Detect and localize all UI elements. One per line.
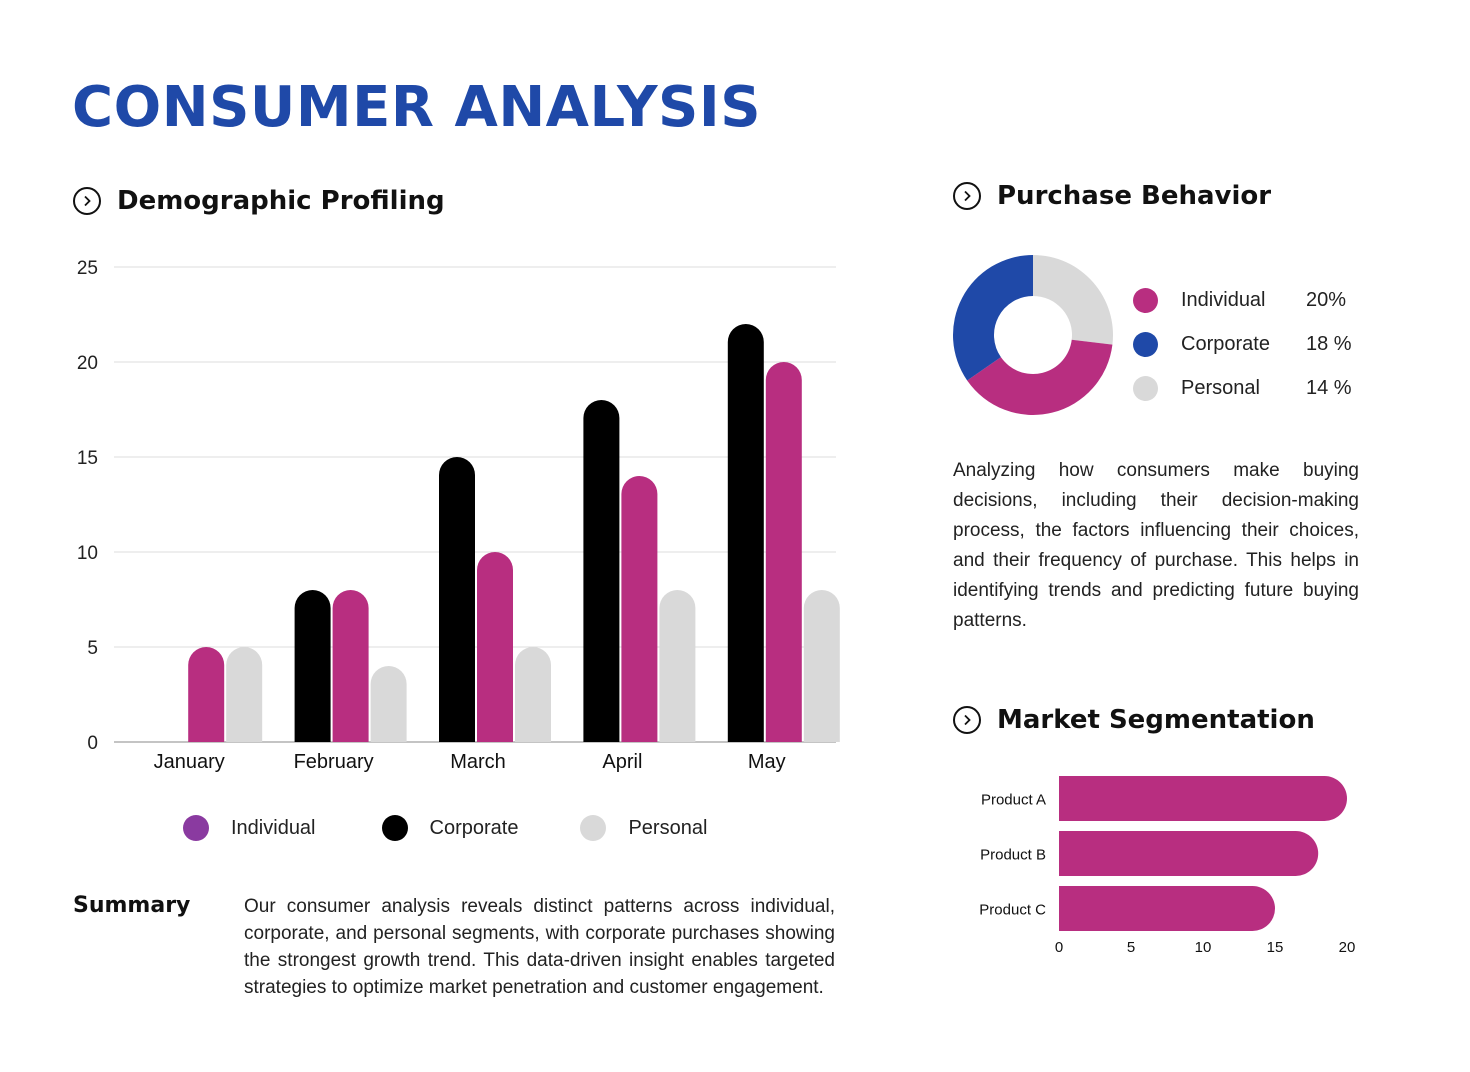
donut-value-personal: 14 % bbox=[1306, 376, 1352, 399]
y-tick-label: 10 bbox=[77, 543, 98, 564]
market-segmentation-bar-chart: Product A Product B Product C 0 5 10 15 20 bbox=[979, 776, 1356, 956]
legend-swatch-personal bbox=[580, 815, 607, 841]
donut-swatch-individual bbox=[1133, 287, 1158, 313]
donut-slice-individual bbox=[967, 339, 1113, 415]
donut-swatch-corporate bbox=[1133, 331, 1158, 357]
category-label: Product C bbox=[979, 902, 1046, 919]
x-tick-label: January bbox=[154, 751, 225, 773]
bar-individual bbox=[477, 552, 513, 742]
donut-label-individual: Individual bbox=[1181, 288, 1266, 311]
y-tick-label: 20 bbox=[77, 353, 98, 374]
donut-legend: Individual 20% Corporate 18 % Personal 1… bbox=[1133, 278, 1352, 410]
category-labels: Product A Product B Product C bbox=[979, 792, 1046, 919]
donut-legend-row-corporate: Corporate 18 % bbox=[1133, 322, 1352, 366]
demographic-section-title: Demographic Profiling bbox=[117, 186, 445, 216]
segmentation-section-header: Market Segmentation bbox=[953, 705, 1315, 735]
donut-slice-corporate bbox=[953, 255, 1033, 381]
x-tick-label: 15 bbox=[1267, 939, 1284, 956]
bar-personal bbox=[659, 590, 696, 742]
donut-value-individual: 20% bbox=[1306, 288, 1347, 311]
x-tick-label: March bbox=[450, 751, 506, 773]
bar-corporate bbox=[727, 324, 764, 742]
x-tick-label: February bbox=[294, 751, 374, 773]
purchase-section-title: Purchase Behavior bbox=[997, 181, 1272, 211]
x-tick-label: 0 bbox=[1055, 939, 1063, 956]
x-tick-label: April bbox=[602, 751, 642, 773]
bar-individual bbox=[188, 647, 225, 742]
x-tick-labels: January February March April May bbox=[154, 751, 786, 773]
bar-corporate bbox=[294, 590, 331, 742]
hbars bbox=[1059, 776, 1347, 931]
donut-legend-row-individual: Individual 20% bbox=[1133, 278, 1352, 322]
bar-corporate bbox=[583, 400, 620, 742]
donut-label-personal: Personal bbox=[1181, 376, 1260, 399]
summary-text: Our consumer analysis reveals distinct p… bbox=[244, 896, 835, 998]
chevron-circle-icon bbox=[73, 187, 101, 215]
donut-slice-personal bbox=[1033, 255, 1113, 345]
donut-label-corporate: Corporate bbox=[1181, 332, 1270, 355]
legend-item-personal: Personal bbox=[580, 815, 707, 841]
donut-value-corporate: 18 % bbox=[1306, 332, 1352, 355]
purchase-section-header: Purchase Behavior bbox=[953, 181, 1271, 211]
y-tick-label: 15 bbox=[77, 448, 98, 469]
legend-label-individual: Individual bbox=[231, 816, 316, 839]
y-tick-label: 0 bbox=[87, 733, 98, 754]
chevron-circle-icon bbox=[953, 182, 981, 210]
legend-swatch-corporate bbox=[381, 815, 408, 841]
x-tick-label: 5 bbox=[1127, 939, 1135, 956]
legend-item-individual: Individual bbox=[183, 815, 316, 841]
bar-personal bbox=[515, 647, 551, 742]
donut-legend-row-personal: Personal 14 % bbox=[1133, 366, 1352, 410]
legend-item-corporate: Corporate bbox=[381, 815, 519, 841]
bar-individual bbox=[332, 590, 369, 742]
legend-label-personal: Personal bbox=[628, 816, 708, 839]
page-title: CONSUMER ANALYSIS bbox=[72, 75, 762, 140]
x-tick-label: 20 bbox=[1339, 939, 1356, 956]
hbar-product-b bbox=[1059, 831, 1319, 876]
hbar-product-a bbox=[1059, 776, 1347, 821]
x-tick-label: 10 bbox=[1195, 939, 1212, 956]
y-tick-label: 25 bbox=[77, 258, 98, 279]
bar-individual bbox=[621, 476, 658, 742]
segmentation-section-title: Market Segmentation bbox=[997, 705, 1315, 735]
summary-label: Summary bbox=[73, 893, 191, 918]
demographic-bar-chart: 0 5 10 15 20 25 January February March April May bbox=[77, 258, 840, 773]
donut-swatch-personal bbox=[1133, 375, 1158, 401]
bar-individual bbox=[765, 362, 802, 742]
legend-swatch-individual bbox=[183, 815, 209, 841]
chevron-circle-icon bbox=[953, 706, 981, 734]
bar-corporate bbox=[439, 457, 475, 742]
x-tick-label: May bbox=[748, 751, 786, 773]
bar-chart-legend: Individual Corporate Personal bbox=[183, 815, 707, 841]
purchase-donut-chart bbox=[953, 255, 1113, 415]
bar-personal bbox=[226, 647, 263, 742]
bar-personal bbox=[370, 666, 407, 742]
category-label: Product B bbox=[980, 847, 1046, 864]
purchase-behavior-description: Analyzing how consumers make buying deci… bbox=[953, 460, 1359, 631]
bars bbox=[188, 324, 840, 742]
x-tick-labels: 0 5 10 15 20 bbox=[1055, 939, 1356, 956]
y-tick-label: 5 bbox=[87, 638, 98, 659]
legend-label-corporate: Corporate bbox=[429, 816, 519, 839]
hbar-product-c bbox=[1059, 886, 1275, 931]
y-tick-labels: 0 5 10 15 20 25 bbox=[77, 258, 98, 754]
bar-personal bbox=[803, 590, 840, 742]
demographic-section-header: Demographic Profiling bbox=[73, 186, 445, 216]
category-label: Product A bbox=[981, 792, 1046, 809]
